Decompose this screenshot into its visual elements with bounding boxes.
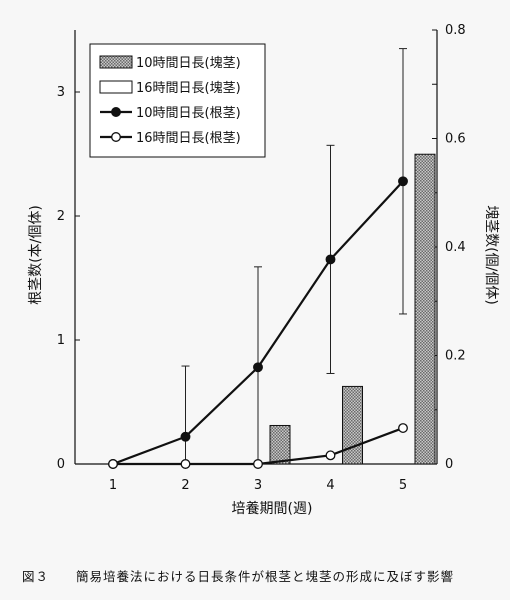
right-tick-label: 0.4 [445,240,466,255]
right-tick-label: 0.2 [445,349,466,364]
legend-label: 16時間日長(根茎) [136,131,241,146]
data-point [180,431,191,442]
x-tick-label: 2 [181,478,189,493]
legend-label: 16時間日長(塊茎) [136,80,241,96]
x-tick-label: 4 [326,478,334,493]
left-tick-label: 2 [57,209,65,224]
data-point [325,254,336,265]
legend-marker [111,107,121,117]
left-y-axis-label: 根茎数(本/個体) [28,205,44,305]
left-tick-label: 3 [57,85,65,100]
right-tick-label: 0.6 [445,132,466,147]
bar [269,424,291,465]
data-point [325,450,336,461]
x-tick-label: 1 [109,478,117,493]
left-tick-label: 1 [57,333,65,348]
legend-swatch [99,55,133,69]
legend-swatch [99,80,133,94]
data-point [180,459,191,469]
chart: 0 1 2 3 0 0.2 0.4 0.6 0.8 1 2 3 4 5 10時間日長(塊茎) 16時間日長(… [28,23,499,517]
legend: 10時間日長(塊茎) 16時間日長(塊茎) 10時間日長(根茎) 16時間日長(根茎) [89,43,266,158]
data-point [253,362,263,373]
bars-layer [269,153,436,465]
tick-labels-layer: 0 1 2 3 0 0.2 0.4 0.6 0.8 1 2 3 4 5 [57,23,466,493]
x-tick-label: 5 [399,478,407,493]
data-point [108,459,118,469]
data-point [398,176,408,187]
right-tick-label: 0.8 [445,23,466,38]
legend-marker [111,132,121,142]
lines-layer [108,176,408,469]
right-y-axis-label: 塊茎数(個/個体) [483,205,499,305]
bar [414,153,436,465]
left-tick-label: 0 [57,457,65,472]
data-point [398,423,408,433]
right-tick-label: 0 [445,457,453,472]
data-point [253,459,263,469]
figure-number: 図３ [22,569,50,584]
figure-caption: 図３ 簡易培養法における日長条件が根茎と塊茎の形成に及ぼす影響 [22,566,454,585]
x-axis-label: 培養期間(週) [232,500,313,517]
legend-label: 10時間日長(根茎) [136,106,241,121]
bar [342,385,363,465]
caption-text: 簡易培養法における日長条件が根茎と塊茎の形成に及ぼす影響 [76,569,455,584]
x-tick-label: 3 [254,478,262,493]
legend-label: 10時間日長(塊茎) [136,55,241,71]
